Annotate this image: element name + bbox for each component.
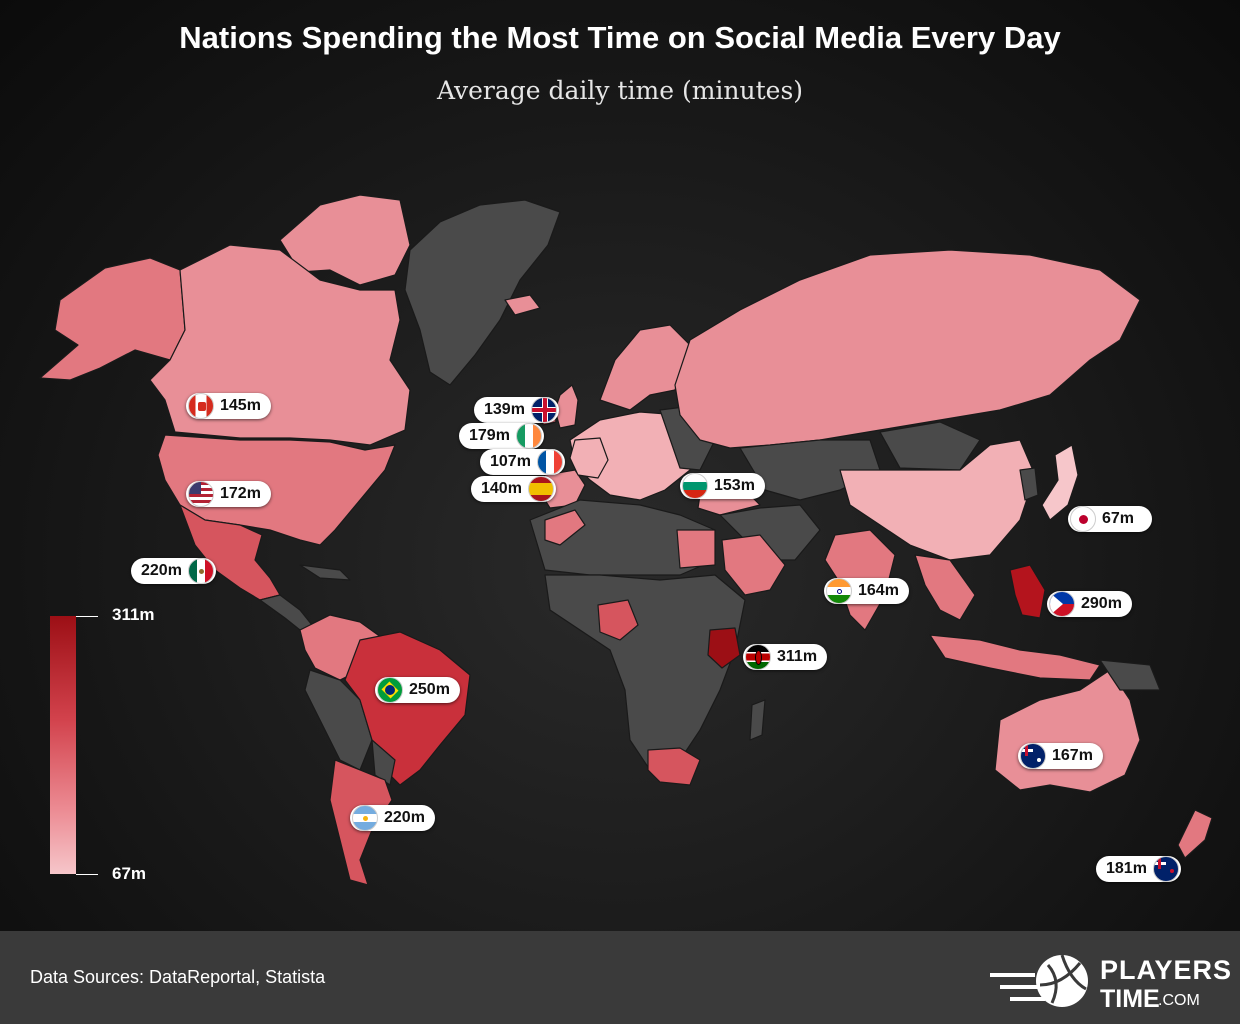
iceland <box>504 294 541 316</box>
label-new-zealand: 181m <box>1096 856 1181 882</box>
uk-flag-icon <box>530 397 557 423</box>
logo-text-players: PLAYERS <box>1100 955 1233 985</box>
label-mexico: 220m <box>131 558 216 584</box>
value-argentina: 220m <box>384 809 425 826</box>
spain-flag-icon <box>527 476 554 502</box>
value-india: 164m <box>858 582 899 599</box>
value-philippines: 290m <box>1081 595 1122 612</box>
volleyball-icon <box>990 954 1088 1007</box>
canada-islands <box>279 194 411 286</box>
china <box>839 439 1036 561</box>
label-bulgaria: 153m <box>680 473 765 499</box>
value-france: 107m <box>490 453 531 470</box>
label-australia: 167m <box>1018 743 1103 769</box>
label-india: 164m <box>824 578 909 604</box>
saudi-arabia <box>721 534 786 596</box>
france-flag-icon <box>536 449 563 475</box>
label-argentina: 220m <box>350 805 435 831</box>
label-japan: 67m <box>1068 506 1153 532</box>
morocco <box>544 509 586 546</box>
new-zealand-shape <box>1177 809 1213 859</box>
label-spain: 140m <box>471 476 556 502</box>
footer: Data Sources: DataReportal, Statista PLA… <box>0 931 1240 1024</box>
value-spain: 140m <box>481 480 522 497</box>
kenya-flag-icon <box>745 644 771 670</box>
japan-shape <box>1041 444 1079 521</box>
value-bulgaria: 153m <box>714 477 755 494</box>
world-map <box>39 194 1213 886</box>
japan-flag-icon <box>1070 506 1096 532</box>
value-canada: 145m <box>220 397 261 414</box>
nigeria <box>597 599 639 641</box>
value-brazil: 250m <box>409 681 450 698</box>
france-shape <box>569 437 609 479</box>
logo-text-time: TIME <box>1100 985 1160 1013</box>
players-time-logo: PLAYERS TIME .COM <box>990 945 1231 1015</box>
bulgaria-flag-icon <box>682 473 708 499</box>
europe <box>569 411 701 501</box>
united-states-shape <box>157 434 396 546</box>
caribbean <box>299 564 351 581</box>
mexico-flag-icon <box>187 558 214 584</box>
label-kenya: 311m <box>743 644 828 670</box>
madagascar <box>749 699 766 741</box>
philippines-shape <box>1009 564 1046 619</box>
central-america <box>259 594 313 631</box>
south-africa <box>647 747 701 786</box>
ireland-flag-icon <box>515 423 542 449</box>
legend-min-label: 67m <box>112 864 147 883</box>
usa-flag-icon <box>188 481 214 507</box>
value-new-zealand: 181m <box>1106 860 1147 877</box>
value-united-kingdom: 139m <box>484 401 525 418</box>
page-subtitle: Average daily time (minutes) <box>436 76 804 105</box>
australia-flag-icon <box>1020 743 1046 769</box>
label-united-states: 172m <box>186 481 271 507</box>
kenya-shape <box>707 627 741 669</box>
papua <box>1099 659 1161 691</box>
greenland <box>404 199 561 386</box>
alaska <box>39 257 186 381</box>
philippines-flag-icon <box>1049 591 1075 617</box>
se-asia <box>914 554 976 621</box>
value-ireland: 179m <box>469 427 510 444</box>
value-kenya: 311m <box>777 648 818 665</box>
label-brazil: 250m <box>375 677 460 703</box>
page-title: Nations Spending the Most Time on Social… <box>179 20 1061 55</box>
russia <box>674 249 1141 449</box>
indonesia <box>929 634 1101 681</box>
legend-tick-min <box>76 874 98 875</box>
brazil-flag-icon <box>377 677 403 703</box>
value-japan: 67m <box>1102 510 1135 527</box>
central-africa <box>544 574 746 771</box>
mongolia <box>879 421 981 471</box>
value-mexico: 220m <box>141 562 182 579</box>
egypt <box>676 529 716 569</box>
legend-color-scale <box>50 616 76 874</box>
india-flag-icon <box>826 578 852 604</box>
korea <box>1019 467 1039 501</box>
label-france: 107m <box>480 449 565 475</box>
new-zealand-flag-icon <box>1152 856 1179 882</box>
label-philippines: 290m <box>1047 591 1132 617</box>
value-australia: 167m <box>1052 747 1093 764</box>
value-united-states: 172m <box>220 485 261 502</box>
label-united-kingdom: 139m <box>474 397 559 423</box>
label-ireland: 179m <box>459 423 544 449</box>
argentina-flag-icon <box>352 805 378 831</box>
canada-flag-icon <box>188 393 214 419</box>
legend-max-label: 311m <box>112 605 155 624</box>
paraguay <box>371 739 396 786</box>
label-canada: 145m <box>186 393 271 419</box>
logo-text-com: .COM <box>1158 992 1200 1009</box>
data-source: Data Sources: DataReportal, Statista <box>30 967 326 987</box>
legend-tick-max <box>76 616 98 617</box>
